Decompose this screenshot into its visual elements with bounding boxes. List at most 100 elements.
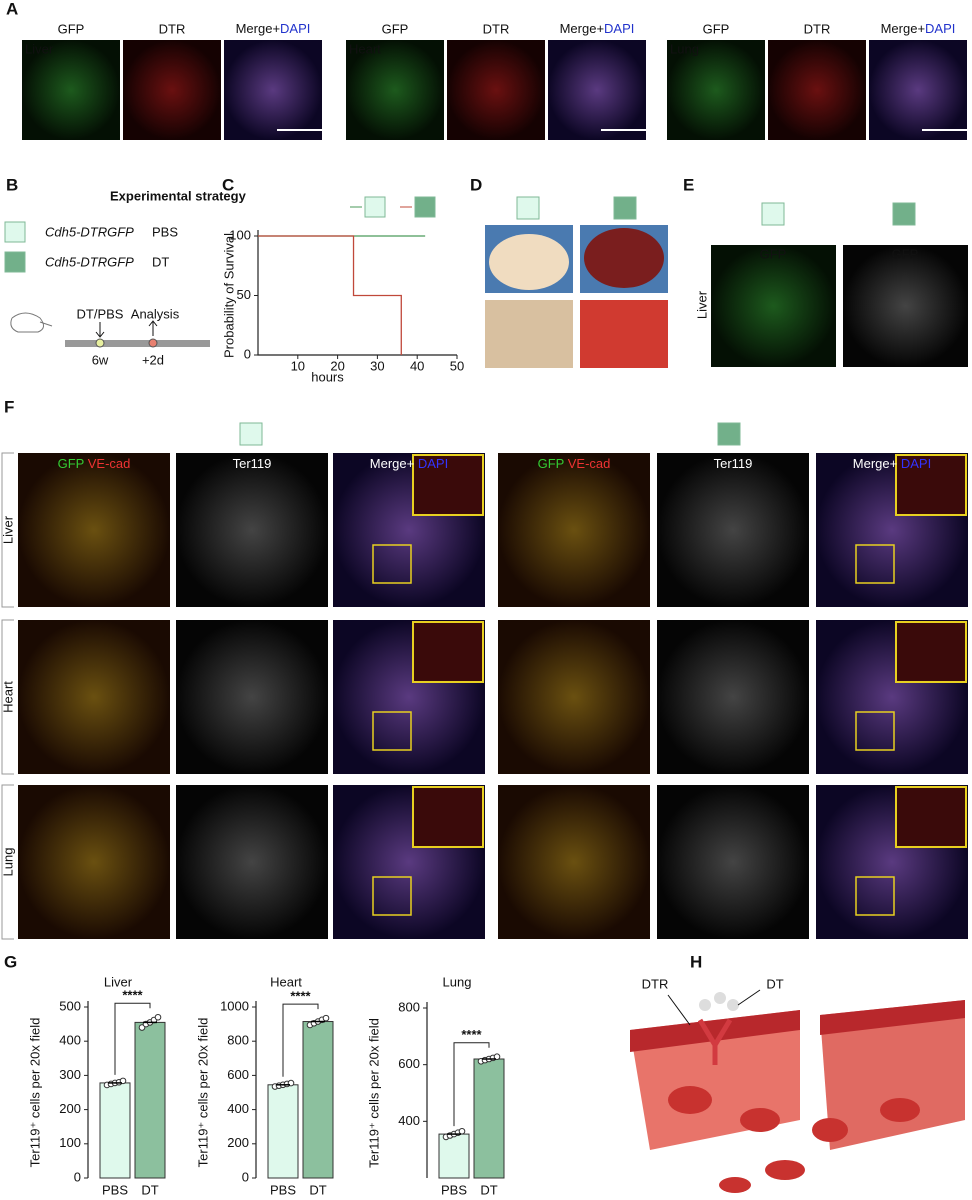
y-tick-label: 0 xyxy=(242,1169,249,1184)
group-swatch xyxy=(717,422,741,446)
inset xyxy=(412,621,484,683)
x-axis-label: hours xyxy=(311,369,344,384)
row-bracket xyxy=(1,452,14,608)
channel-label: DTR xyxy=(159,21,186,36)
y-tick-label: 200 xyxy=(227,1135,249,1150)
liver-photo xyxy=(489,234,569,290)
y-tick-label: 50 xyxy=(237,287,251,302)
panel-label: D xyxy=(470,175,482,194)
zoom-box xyxy=(372,876,412,916)
bar xyxy=(267,1084,299,1179)
channel-label: GFP xyxy=(58,456,85,471)
micrograph xyxy=(657,453,809,607)
micrograph xyxy=(667,40,765,140)
channel-label: Merge+ DAPI xyxy=(853,456,931,471)
channel-label: Ter119 xyxy=(233,456,272,471)
axis xyxy=(257,230,457,356)
panel-label: G xyxy=(4,952,17,971)
micrograph xyxy=(176,785,328,939)
x-tick-label: PBS xyxy=(441,1182,467,1197)
significance: **** xyxy=(290,989,311,1004)
x-tick-label: DT xyxy=(309,1182,326,1197)
y-tick-label: 800 xyxy=(227,1033,249,1048)
annotation: DTR xyxy=(642,976,669,991)
channel-label: Merge+ xyxy=(236,21,280,36)
x-tick-label: 10 xyxy=(291,358,305,373)
panel-label: B xyxy=(6,175,18,194)
significance: **** xyxy=(122,988,143,1003)
organ-label: Lung xyxy=(670,41,699,56)
channel-label: DAPI xyxy=(280,21,310,36)
y-axis-label: Probability of Survival xyxy=(221,233,236,358)
micrograph xyxy=(657,785,809,939)
significance: **** xyxy=(461,1027,482,1042)
y-tick-label: 400 xyxy=(227,1101,249,1116)
channel-label: Ter119 xyxy=(233,456,272,471)
panel-label: F xyxy=(4,397,14,416)
timeline-label: Analysis xyxy=(131,306,180,321)
x-tick-label: 20 xyxy=(330,358,344,373)
micrograph xyxy=(768,40,866,140)
panel-label: E xyxy=(683,175,694,194)
bar xyxy=(438,1133,470,1179)
annotation: DT xyxy=(766,976,783,991)
zoom-box xyxy=(855,544,895,584)
channel-label: Merge+DAPI xyxy=(560,21,635,36)
channel-label: Merge+DAPI xyxy=(236,21,311,36)
group-swatch xyxy=(892,202,916,226)
group-swatch xyxy=(4,221,26,243)
x-tick-label: 30 xyxy=(370,358,384,373)
micrograph xyxy=(869,40,967,140)
channel-label: VE-cad xyxy=(568,456,611,471)
significance-bracket xyxy=(453,1042,490,1127)
liver-photo xyxy=(580,300,668,368)
group-swatch xyxy=(516,196,540,220)
x-tick-label: DT xyxy=(141,1182,158,1197)
chart-title: Heart xyxy=(270,974,302,989)
channel-label: GFP xyxy=(58,21,85,36)
channel-label: DAPI xyxy=(604,21,634,36)
micrograph xyxy=(18,453,170,607)
y-tick-label: 100 xyxy=(229,227,251,242)
zoom-box xyxy=(372,544,412,584)
y-axis-label: Ter119⁺ cells per 20x field xyxy=(195,1018,210,1168)
micrograph xyxy=(176,453,328,607)
micrograph xyxy=(224,40,322,140)
inset xyxy=(895,454,967,516)
genotype: Cdh5-DTRGFP xyxy=(45,224,134,239)
organ-label: Heart xyxy=(349,41,381,56)
channel-label: Merge+ xyxy=(853,456,897,471)
channel-label: VE-cad xyxy=(88,456,131,471)
panel-label: A xyxy=(6,0,18,18)
channel-label: GFP xyxy=(538,456,565,471)
panel-h-illustration xyxy=(630,989,965,1193)
micrograph xyxy=(498,453,650,607)
organ-label: Liver xyxy=(25,41,54,56)
y-tick-label: 600 xyxy=(227,1067,249,1082)
channel-label: Merge+ xyxy=(560,21,604,36)
chart-title: Liver xyxy=(104,974,133,989)
zoom-box xyxy=(372,711,412,751)
y-tick-label: 500 xyxy=(59,998,81,1013)
chart-title: Lung xyxy=(443,974,472,989)
micrograph xyxy=(18,620,170,774)
row-bracket xyxy=(1,619,14,775)
micrograph xyxy=(123,40,221,140)
row-label: Lung xyxy=(0,848,15,877)
channel-label: GFP xyxy=(760,246,787,261)
micrograph xyxy=(18,785,170,939)
channel-label: Ter119 xyxy=(714,456,753,471)
mouse-icon xyxy=(10,312,53,333)
channel-label: Merge+DAPI xyxy=(881,21,956,36)
arrow xyxy=(148,320,158,336)
liver-photo xyxy=(485,300,573,368)
group-swatch xyxy=(613,196,637,220)
legend-swatch xyxy=(364,196,386,218)
x-tick-label: PBS xyxy=(102,1182,128,1197)
row-label: Liver xyxy=(0,515,15,544)
channel-label: GFP xyxy=(892,246,919,261)
row-bracket xyxy=(1,784,14,940)
y-axis-label: Ter119⁺ cells per 20x field xyxy=(366,1018,381,1168)
channel-label: Ter119 xyxy=(714,456,753,471)
channel-label: DAPI xyxy=(925,21,955,36)
